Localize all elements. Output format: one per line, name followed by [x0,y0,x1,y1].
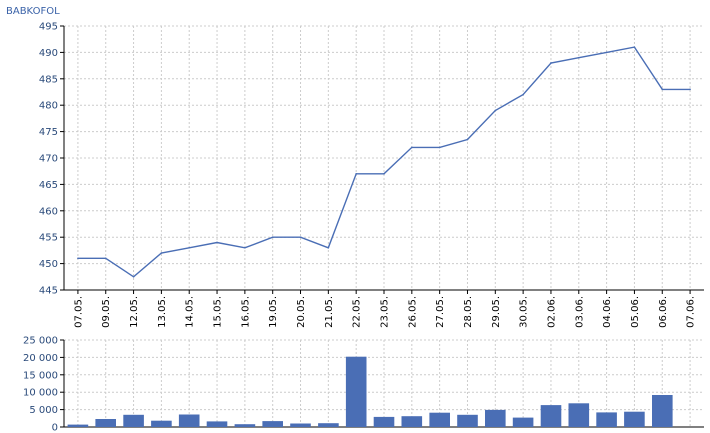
chart-title: BABKOFOL [6,6,60,17]
price-x-tick-label: 12.05. [129,296,140,328]
volume-bar [318,423,339,427]
price-x-tick-label: 15.05. [213,296,224,328]
volume-y-tick-label: 5 000 [29,405,58,416]
price-x-tick-label: 02.06. [546,296,557,328]
price-x-axis: 07.05. 09.05. 12.05. 13.05. 14.05. 15.05. 16.0… [64,289,704,328]
volume-y-tick-label: 20 000 [23,353,58,364]
price-x-tick-label: 21.05. [324,296,335,328]
price-point [605,51,608,54]
price-x-tick-label: 09.05. [101,296,112,328]
price-point [577,56,580,59]
volume-bar [540,405,562,427]
price-y-tick-label: 450 [39,259,58,270]
price-x-tick-label: 23.05. [380,296,391,328]
price-x-tick-label: 13.05. [157,296,168,328]
volume-bar [485,409,506,427]
price-y-axis: 445 450 455 460 465 470 475 480 485 490 495 [39,22,65,297]
price-y-tick-label: 475 [39,127,58,138]
volume-bar [95,419,116,427]
volume-bar [178,414,200,427]
price-point [494,109,497,112]
volume-bar [262,421,283,427]
volume-bar [429,412,450,427]
price-x-tick-label: 07.06. [686,296,697,328]
price-x-tick-label: 03.06. [574,296,585,328]
price-x-tick-label: 26.05. [407,296,418,328]
price-point [160,252,163,254]
price-point [132,276,135,278]
price-point [104,257,107,260]
price-point [383,173,385,175]
price-point [188,246,191,249]
volume-bar [123,414,144,427]
price-y-tick-label: 465 [39,180,58,191]
price-x-tick-label: 28.05. [463,296,474,328]
volume-bar [401,416,423,427]
price-point [216,241,218,244]
volume-y-tick-label: 10 000 [23,388,58,399]
volume-bar [151,420,172,427]
price-x-tick-label: 20.05. [296,296,307,328]
volume-bar [568,403,590,427]
price-y-tick-label: 460 [39,206,58,217]
volume-bar [512,417,534,427]
price-point [355,173,357,175]
price-point [689,88,691,91]
price-y-tick-label: 485 [39,74,58,85]
price-point [77,257,79,260]
volume-bar [624,411,645,427]
volume-bar [373,416,395,427]
volume-bar [596,412,617,427]
price-series [77,46,691,278]
price-point [299,236,302,238]
price-y-tick-label: 470 [39,154,58,165]
price-y-tick-label: 455 [39,233,58,244]
price-x-tick-label: 30.05. [519,296,530,328]
price-y-tick-label: 480 [39,101,58,112]
price-x-tick-label: 07.05. [73,296,84,328]
volume-bar [234,424,256,427]
price-grid [64,25,704,291]
price-point [271,236,274,238]
volume-bar [206,421,228,427]
price-x-tick-label: 05.06. [630,296,641,328]
price-point [244,246,246,249]
price-x-tick-label: 16.05. [240,296,251,328]
volume-bar [67,424,89,427]
price-x-tick-label: 19.05. [268,296,279,328]
price-y-tick-label: 490 [39,48,58,59]
price-point [411,146,413,149]
volume-bar [345,356,367,427]
price-point [550,62,552,64]
volume-y-tick-label: 25 000 [23,336,58,347]
price-point [466,138,469,141]
volume-y-tick-label: 15 000 [23,370,58,381]
volume-series [67,356,673,427]
price-x-tick-label: 04.06. [602,296,613,328]
price-y-tick-label: 445 [39,286,58,297]
price-x-tick-label: 14.05. [185,296,196,328]
volume-bar [457,414,478,427]
price-point [633,46,636,48]
volume-y-tick-label: 0 [52,423,58,433]
price-x-tick-label: 22.05. [352,296,363,328]
volume-bar [652,395,673,427]
price-x-tick-label: 29.05. [491,296,502,328]
price-x-tick-label: 06.06. [658,296,669,328]
price-point [438,146,441,149]
price-x-tick-label: 27.05. [435,296,446,328]
price-point [522,93,524,96]
price-y-tick-label: 495 [39,22,58,33]
price-point [327,246,330,249]
volume-bar [290,423,311,427]
price-point [661,88,664,91]
